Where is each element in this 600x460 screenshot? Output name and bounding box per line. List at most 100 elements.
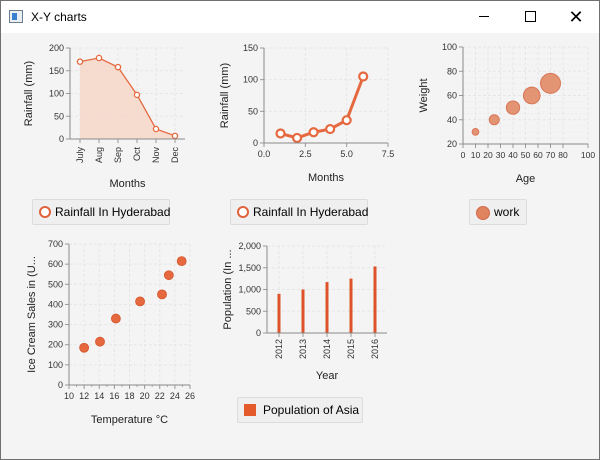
scatter-chart-point <box>157 289 167 300</box>
scatter-chart-xtick-label: 10 <box>64 391 74 401</box>
area-chart-xtick-label: Dec <box>170 147 180 164</box>
scatter-chart-ytick-label: 300 <box>48 320 63 330</box>
area-chart-point <box>152 125 160 133</box>
bubble-chart-xtick-label: 20 <box>483 150 493 160</box>
line-chart-xtick-label: 7.5 <box>382 149 395 159</box>
area-chart-y-axis-label: Rainfall (mm) <box>23 61 35 126</box>
bar-chart-xtick-label: 2016 <box>370 339 380 359</box>
scatter-chart-point <box>95 336 105 347</box>
area-chart-ytick-label: 200 <box>49 43 64 53</box>
scatter-chart-ytick-label: 400 <box>48 299 63 309</box>
scatter-chart-xtick-label: 18 <box>124 391 134 401</box>
close-icon: ✕ <box>568 7 584 27</box>
line-chart-point <box>308 127 319 138</box>
line-chart-ytick-label: 150 <box>243 43 258 53</box>
legend-label: Rainfall In Hyderabad <box>55 205 171 219</box>
bubble-chart-ytick-label: 60 <box>447 91 457 101</box>
close-button[interactable]: ✕ <box>553 1 599 33</box>
scatter-chart-point <box>110 313 121 324</box>
window-title: X-Y charts <box>31 10 87 24</box>
bar-chart-bar <box>277 293 281 333</box>
bar-swatch-icon <box>244 404 256 416</box>
bubble-chart-xtick-label: 10 <box>471 150 481 160</box>
scatter-chart-x-axis-label: Temperature °C <box>91 414 168 426</box>
bar-chart-x-axis-label: Year <box>316 370 339 382</box>
scatter-chart-ytick-label: 100 <box>48 360 63 370</box>
bubble-chart-bubble <box>471 128 480 136</box>
legend-bar-chart: Population of Asia <box>237 397 363 423</box>
bubble-chart-ytick-label: 80 <box>447 66 457 76</box>
series-ring-icon <box>39 206 51 218</box>
maximize-button[interactable] <box>507 1 553 33</box>
area-chart-xtick-label: July <box>75 147 85 164</box>
bar-chart-bar <box>373 266 377 333</box>
area-chart-xtick-label: Aug <box>94 147 104 163</box>
scatter-chart-xtick-label: 14 <box>94 391 104 401</box>
area-chart-point <box>95 54 103 62</box>
line-chart-x-axis-label: Months <box>308 172 345 184</box>
area-chart-xtick-label: Sep <box>113 147 123 163</box>
bubble-chart-xtick-label: 60 <box>533 150 543 160</box>
line-chart-point <box>325 123 336 135</box>
scatter-chart-ytick-label: 0 <box>58 380 63 390</box>
scatter-chart-ytick-label: 200 <box>48 340 63 350</box>
bubble-chart-xtick-label: 0 <box>461 150 466 160</box>
bar-chart-ytick-label: 0 <box>256 328 261 338</box>
area-chart-point <box>114 63 122 71</box>
scatter-chart-xtick-label: 16 <box>109 391 119 401</box>
bubble-chart-xtick-label: 30 <box>496 150 506 160</box>
bubble-chart-bubble <box>505 100 521 115</box>
scatter-chart-xtick-label: 22 <box>155 391 165 401</box>
area-chart-ytick-label: 0 <box>59 134 64 144</box>
scatter-chart-ytick-label: 700 <box>48 239 63 249</box>
line-chart-point <box>358 71 369 82</box>
line-chart-xtick-label: 2.5 <box>299 149 312 159</box>
bubble-chart-bubble <box>540 72 561 94</box>
bubble-icon <box>476 206 490 220</box>
legend-label: Rainfall In Hyderabad <box>253 205 369 219</box>
scatter-chart-point <box>176 256 187 267</box>
area-chart-ytick-label: 150 <box>49 66 64 76</box>
legend-label: Population of Asia <box>263 403 360 417</box>
bubble-chart-y-axis-label: Weight <box>418 78 430 112</box>
area-chart-point <box>76 58 84 65</box>
minimize-icon <box>479 16 489 18</box>
bar-chart-ytick-label: 500 <box>246 306 261 316</box>
line-chart-ytick-label: 100 <box>243 75 258 85</box>
scatter-chart-ytick-label: 500 <box>48 279 63 289</box>
maximize-icon <box>524 11 536 23</box>
bubble-chart-ytick-label: 40 <box>447 115 457 125</box>
scatter-chart-xtick-label: 20 <box>140 391 150 401</box>
line-chart-ytick-label: 0 <box>253 138 258 148</box>
bar-chart-xtick-label: 2015 <box>346 339 356 359</box>
line-chart-xtick-label: 5.0 <box>340 149 353 159</box>
series-ring-icon <box>237 206 249 218</box>
app-icon <box>9 10 23 23</box>
area-chart-area-fill <box>80 58 175 139</box>
bar-chart-xtick-label: 2013 <box>298 339 308 359</box>
scatter-chart-point <box>135 296 145 307</box>
bar-chart-bar <box>349 278 353 333</box>
bubble-chart-bubble <box>488 114 500 126</box>
scatter-chart-point <box>79 342 90 353</box>
line-chart-xtick-label: 0.0 <box>258 149 271 159</box>
bubble-chart-ytick-label: 100 <box>442 42 457 52</box>
minimize-button[interactable] <box>461 1 507 33</box>
area-chart-x-axis-label: Months <box>109 178 146 190</box>
area-chart-xtick-label: Nov <box>151 147 161 164</box>
bar-chart-ytick-label: 2,000 <box>238 241 261 251</box>
bubble-chart-ytick-label: 20 <box>447 139 457 149</box>
area-chart-point <box>133 91 141 99</box>
legend-bubble-chart: work <box>469 199 527 225</box>
title-bar[interactable]: X-Y charts ✕ <box>1 1 599 33</box>
line-chart-point <box>291 132 303 144</box>
bubble-chart-xtick-label: 80 <box>558 150 568 160</box>
bubble-chart-x-axis-label: Age <box>516 173 536 185</box>
bubble-chart-xtick-label: 40 <box>508 150 518 160</box>
legend-area-chart: Rainfall In Hyderabad <box>32 199 170 225</box>
line-chart-y-axis-label: Rainfall (mm) <box>219 63 231 128</box>
bar-chart-xtick-label: 2012 <box>274 339 284 359</box>
line-chart-point <box>275 128 286 139</box>
